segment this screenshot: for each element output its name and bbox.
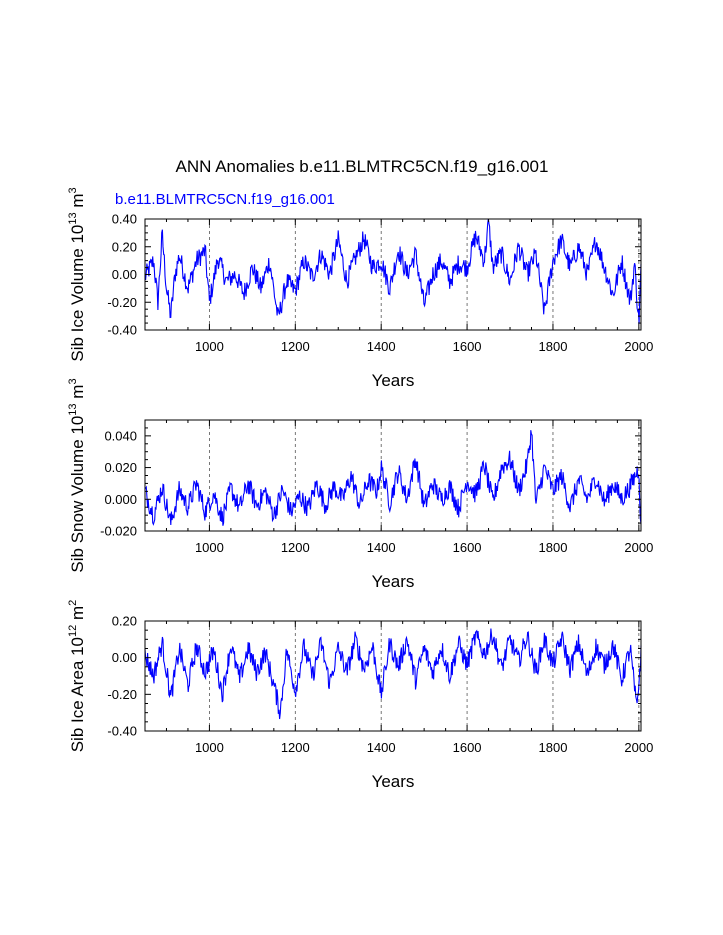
y-tick-label: -0.40 bbox=[107, 724, 137, 739]
x-tick-label: 1000 bbox=[195, 339, 224, 354]
y-axis-label-text: Sib Snow Volume 10 bbox=[68, 416, 87, 573]
plot-frame bbox=[144, 620, 642, 732]
y-tick-label: -0.20 bbox=[107, 295, 137, 310]
y-axis-label-exponent: 13 bbox=[67, 403, 79, 415]
x-tick-label: 1200 bbox=[281, 740, 310, 755]
x-axis-label: Years bbox=[372, 772, 415, 791]
x-tick-label: 1200 bbox=[281, 540, 310, 555]
y-axis-label-exponent: 2 bbox=[67, 600, 79, 606]
x-tick-label: 2000 bbox=[624, 740, 653, 755]
y-tick-label: -0.020 bbox=[100, 524, 137, 539]
y-tick-label: 0.00 bbox=[112, 650, 137, 665]
y-tick-label: 0.020 bbox=[104, 460, 137, 475]
y-tick-label: 0.20 bbox=[112, 614, 137, 629]
case-label: b.e11.BLMTRC5CN.f19_g16.001 bbox=[115, 191, 335, 208]
figure-title: ANN Anomalies b.e11.BLMTRC5CN.f19_g16.00… bbox=[176, 157, 549, 176]
x-tick-label: 1400 bbox=[367, 740, 396, 755]
x-tick-label: 2000 bbox=[624, 540, 653, 555]
y-axis-label: Sib Snow Volume 1013 m3 bbox=[67, 378, 87, 572]
plot-frame bbox=[144, 419, 642, 532]
x-tick-label: 1000 bbox=[195, 740, 224, 755]
y-tick-label: 0.040 bbox=[104, 428, 137, 443]
panel-sib-ice-area: 1000 1200 1400 1600 1800 2000 -0.40 -0.20 0.00 0.… bbox=[67, 600, 653, 791]
x-tick-label: 1800 bbox=[539, 540, 568, 555]
x-tick-label: 1400 bbox=[367, 540, 396, 555]
x-tick-label: 1600 bbox=[453, 740, 482, 755]
y-tick-label: 0.00 bbox=[112, 267, 137, 282]
panel-sib-ice-volume: 1000 1200 1400 1600 1800 2000 -0.40 -0.20 0.00 0.… bbox=[67, 187, 653, 390]
y-tick-label: 0.000 bbox=[104, 492, 137, 507]
y-axis-label-text: m bbox=[68, 606, 87, 625]
y-tick-label: 0.20 bbox=[112, 239, 137, 254]
y-axis-label-text: Sib Ice Volume 10 bbox=[68, 225, 87, 362]
panel-sib-snow-volume: 1000 1200 1400 1600 1800 2000 -0.020 0.000 0.020… bbox=[67, 378, 653, 591]
series-line bbox=[144, 218, 642, 324]
x-tick-label: 1000 bbox=[195, 540, 224, 555]
y-axis-label-exponent: 3 bbox=[67, 187, 79, 193]
series-line bbox=[144, 628, 642, 720]
y-axis-label-text: m bbox=[68, 193, 87, 212]
y-axis-label-text: m bbox=[68, 385, 87, 404]
x-tick-label: 1800 bbox=[539, 339, 568, 354]
x-tick-label: 1200 bbox=[281, 339, 310, 354]
series-line bbox=[145, 430, 642, 526]
x-axis-label: Years bbox=[372, 371, 415, 390]
y-tick-label: 0.40 bbox=[112, 212, 137, 227]
x-tick-label: 1400 bbox=[367, 339, 396, 354]
x-tick-label: 1800 bbox=[539, 740, 568, 755]
x-tick-label: 1600 bbox=[453, 540, 482, 555]
y-tick-label: -0.20 bbox=[107, 687, 137, 702]
y-axis-label: Sib Ice Area 1012 m2 bbox=[67, 600, 87, 753]
y-tick-label: -0.40 bbox=[107, 323, 137, 338]
y-axis-label: Sib Ice Volume 1013 m3 bbox=[67, 187, 87, 361]
y-axis-label-exponent: 3 bbox=[67, 378, 79, 384]
y-axis-label-text: Sib Ice Area 10 bbox=[68, 637, 87, 752]
x-tick-label: 1600 bbox=[453, 339, 482, 354]
x-tick-label: 2000 bbox=[624, 339, 653, 354]
y-axis-label-exponent: 13 bbox=[67, 212, 79, 224]
y-axis-label-exponent: 12 bbox=[67, 625, 79, 637]
x-axis-label: Years bbox=[372, 572, 415, 591]
